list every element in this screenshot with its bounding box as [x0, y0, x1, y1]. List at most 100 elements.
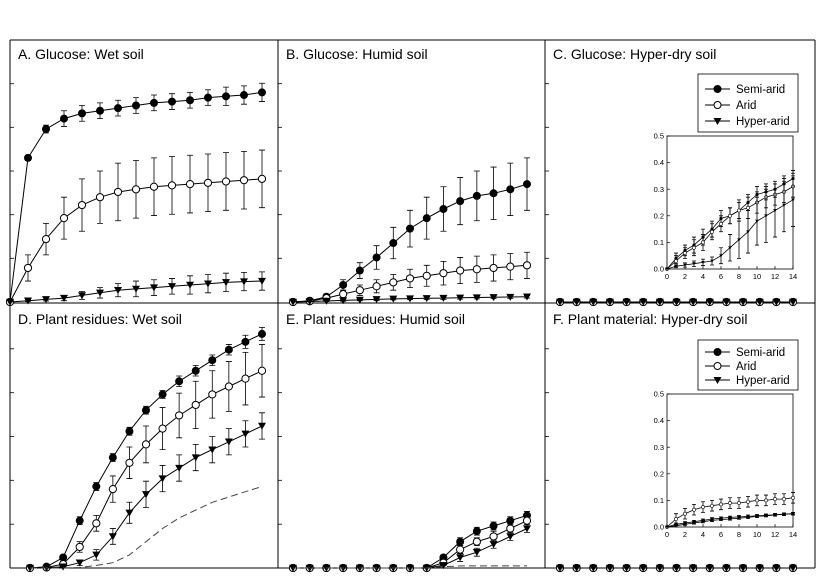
panel-a-semi-arid-point-2 — [42, 125, 51, 134]
panel-a-hyper-arid-point-7 — [132, 285, 140, 293]
panel-e-hyper-arid-point-11 — [472, 549, 481, 557]
legend-c-hyper-arid-marker — [713, 118, 722, 125]
panel-e-dashed-line — [293, 565, 527, 569]
panel-c-inset-hyper-arid-point-9 — [746, 230, 750, 234]
panel-b-hyper-arid-point-1 — [305, 298, 314, 306]
panel-f-inset-ytick-label-1: 0.1 — [654, 496, 664, 505]
panel-f-hyper-arid-point-10 — [722, 564, 731, 572]
panel-c-inset-hyper-arid-point-3 — [692, 262, 696, 266]
panel-c-inset-hyper-arid-point-10 — [755, 219, 759, 223]
panel-f-inset-hyper-arid-point-5 — [710, 518, 714, 523]
panel-c-inset-arid-point-2 — [683, 251, 687, 255]
panel-f-hyper-arid-point-0 — [556, 564, 564, 572]
panel-d-arid-point-3 — [75, 542, 84, 552]
panel-a-hyper-arid-point-0 — [6, 298, 14, 306]
panel-a-semi-arid-point-6 — [114, 104, 123, 113]
panel-c-inset-hyper-arid-point-8 — [737, 238, 741, 242]
panel-a-hyper-arid-point-11 — [204, 280, 212, 288]
panel-f-inset-arid-point-12 — [773, 497, 777, 501]
panel-b-hyper-arid-point-12 — [489, 294, 498, 302]
panel-c-inset-hyper-arid-point-12 — [773, 209, 777, 213]
panel-b-arid-point-8 — [422, 271, 431, 280]
panel-d-arid-point-8 — [158, 424, 167, 433]
panel-b-hyper-arid-point-0 — [289, 298, 297, 306]
legend-c-semi-arid: Semi-arid — [736, 84, 785, 96]
panel-b-semi-arid-point-8 — [422, 214, 431, 223]
panel-c-inset-hyper-arid-point-5 — [710, 259, 714, 263]
panel-b-arid-point-9 — [439, 269, 448, 278]
panel-b-arid-point-4 — [355, 286, 364, 295]
panel-a-hyper-arid-point-14 — [258, 277, 266, 285]
panel-c-title: C. Glucose: Hyper-dry soil — [553, 46, 716, 62]
panel-e-semi-arid-point-12 — [489, 521, 498, 530]
panel-a-hyper-arid-point-2 — [42, 296, 50, 304]
panel-b-semi-arid-point-4 — [355, 266, 364, 275]
panel-e-hyper-arid-point-9 — [439, 562, 448, 570]
panel-d-hyper-arid-point-13 — [241, 430, 250, 438]
panel-a-semi-arid-point-7 — [131, 101, 140, 110]
panel-b-hyper-arid-point-11 — [472, 294, 481, 302]
panel-a-hyper-arid-point-13 — [240, 278, 248, 286]
panel-b-arid-point-14 — [522, 261, 532, 270]
panel-f-inset-hyper-arid-point-6 — [719, 518, 723, 522]
panel-c-hyper-arid-point-9 — [705, 298, 714, 306]
legend-c-hyper-arid: Hyper-arid — [736, 116, 790, 128]
panel-f-hyper-arid-point-14 — [789, 564, 797, 572]
panel-c-hyper-arid-point-2 — [589, 298, 598, 306]
panel-c-inset-hyper-arid-point-2 — [683, 263, 687, 267]
panel-d-hyper-arid-point-12 — [224, 438, 233, 446]
panel-c-hyper-arid-point-5 — [639, 298, 648, 306]
panel-d-semi-arid-point-14 — [257, 329, 266, 338]
panel-a-hyper-arid-point-3 — [60, 294, 68, 302]
panel-c-inset-xtick-label-0: 0 — [665, 272, 669, 281]
panel-c-inset-arid-point-8 — [737, 208, 741, 213]
legend-c-semi-arid-marker — [713, 85, 722, 93]
panel-d-semi-arid-point-5 — [108, 453, 117, 462]
panel-f-inset-hyper-arid-point-14 — [791, 512, 795, 516]
panel-a-semi-arid-point-3 — [60, 114, 69, 123]
panel-f-hyper-arid-point-1 — [572, 564, 581, 572]
legend-c: Semi-arid Arid Hyper-arid — [697, 73, 799, 133]
panel-c-inset-xtick-label-3: 6 — [719, 272, 723, 281]
panel-f-inset-xtick-label-4: 8 — [737, 530, 741, 539]
panel-a-semi-arid-point-1 — [23, 153, 32, 162]
panel-f-inset-hyper-arid-point-0 — [665, 525, 669, 529]
panel-a-arid-point-13 — [239, 176, 249, 185]
panel-d-arid-point-9 — [175, 411, 184, 420]
panel-c-inset-xtick-label-5: 10 — [753, 272, 761, 281]
panel-f-inset-arid-point-11 — [764, 498, 768, 503]
legend-f-arid-marker — [713, 362, 722, 370]
panel-f-inset-xtick-label-7: 14 — [789, 530, 797, 539]
panel-c-hyper-arid-point-11 — [739, 298, 748, 306]
panel-f-inset-hyper-arid-point-7 — [728, 517, 732, 521]
panel-d-hyper-arid-point-8 — [158, 475, 167, 483]
panel-f-inset-hyper-arid-point-13 — [782, 512, 786, 517]
panel-b-semi-arid-point-5 — [372, 253, 381, 262]
panel-f-inset-xtick-label-3: 6 — [719, 530, 723, 539]
panel-d-arid-point-14 — [257, 366, 267, 375]
panel-c-inset-ytick-label-2: 0.2 — [654, 211, 664, 220]
panel-c-inset-arid-point-5 — [710, 229, 714, 234]
panel-a-hyper-arid-point-5 — [96, 289, 104, 297]
panel-f-inset-ytick-label-4: 0.4 — [654, 416, 664, 425]
panel-c-hyper-arid-point-10 — [722, 298, 731, 306]
panel-f-inset-xtick-label-6: 12 — [771, 530, 779, 539]
panel-c-inset: 0.0 0.1 0.2 0.3 0.4 0.5 0 2 4 6 8 10 12 14 — [654, 132, 798, 281]
panel-a-semi-arid-point-11 — [203, 93, 212, 102]
panel-c-inset-arid-point-3 — [692, 245, 696, 250]
panel-c-hyper-arid-point-13 — [772, 298, 781, 306]
panel-e-plot — [278, 348, 532, 573]
panel-b-hyper-arid-point-9 — [439, 294, 448, 302]
panel-d-arid-point-5 — [108, 485, 117, 494]
panel-b-hyper-arid-point-14 — [523, 293, 531, 301]
panel-d-semi-arid-point-6 — [125, 427, 134, 436]
panel-d-arid-point-6 — [125, 458, 134, 467]
panel-f-inset-arid-point-1 — [674, 517, 678, 521]
panel-f-inset-arid-point-13 — [782, 497, 786, 501]
panel-c-hyper-arid-point-6 — [655, 298, 664, 306]
panel-d-semi-arid-point-10 — [191, 366, 200, 375]
panel-c-inset-arid-point-9 — [746, 205, 750, 210]
panel-a-semi-arid-point-8 — [149, 98, 158, 107]
panel-a-semi-arid-point-13 — [239, 91, 248, 100]
panel-c-hyper-arid-point-4 — [622, 298, 631, 306]
